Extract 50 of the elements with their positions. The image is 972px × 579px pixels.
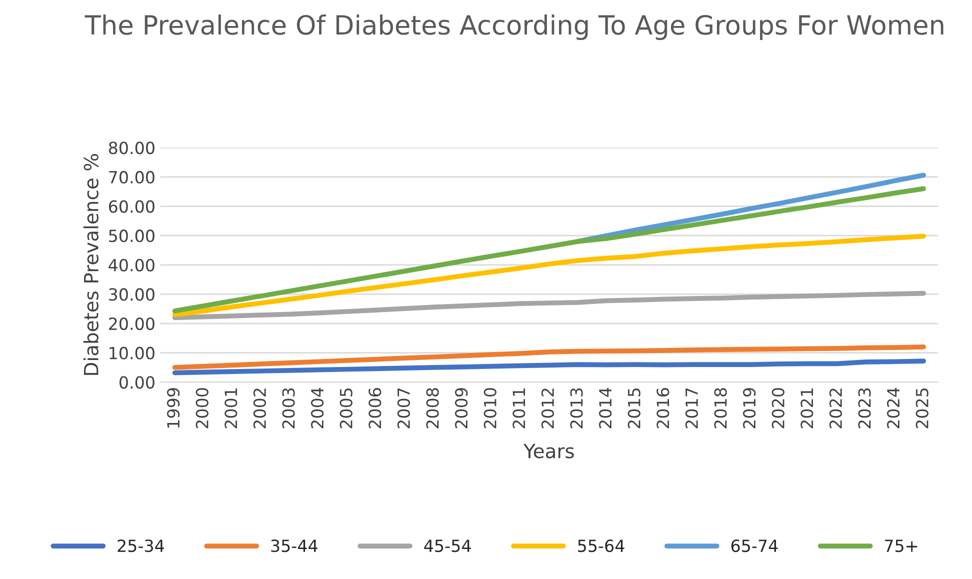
x-tick-label: 2017	[685, 388, 698, 428]
x-tick-label: 2025	[916, 388, 928, 428]
y-tick-label: 50.00	[109, 230, 154, 242]
x-tick-label: 2013	[570, 388, 583, 428]
legend-label: 25-34	[118, 539, 164, 552]
x-tick-label: 2022	[829, 388, 842, 428]
legend-label: 75+	[885, 540, 918, 552]
y-tick-label: 70.00	[109, 170, 154, 184]
x-axis-title: Years	[523, 444, 574, 458]
y-tick-label: 60.00	[108, 200, 154, 213]
x-tick-label: 2001	[224, 388, 238, 428]
x-tick-label: 2021	[800, 388, 814, 428]
chart-title: The Prevalence Of Diabetes According To Age Groups For Women	[84, 14, 944, 40]
legend-label: 65-74	[731, 539, 778, 552]
x-tick-label: 1999	[167, 388, 180, 428]
y-tick-label: 30.00	[109, 288, 154, 301]
line-series	[172, 290, 926, 320]
x-tick-label: 2004	[311, 388, 324, 428]
x-tick-label: 2007	[397, 388, 410, 428]
line-series	[172, 344, 926, 370]
y-tick-label: 0.00	[120, 376, 154, 389]
x-tick-label: 2016	[656, 388, 670, 428]
y-tick-label: 80.00	[108, 142, 154, 154]
line-series	[172, 234, 926, 318]
x-tick-label: 2018	[714, 388, 727, 428]
x-tick-label: 2011	[512, 388, 526, 428]
x-tick-label: 2003	[282, 388, 295, 428]
x-tick-label: 2008	[426, 388, 439, 428]
y-tick-label: 20.00	[109, 317, 154, 330]
x-tick-label: 2006	[368, 388, 382, 428]
x-tick-label: 2005	[340, 388, 352, 428]
x-tick-label: 2024	[887, 388, 900, 428]
x-tick-label: 2019	[743, 388, 756, 428]
x-tick-label: 2015	[628, 388, 640, 428]
line-series	[172, 358, 926, 376]
x-tick-label: 2010	[484, 388, 496, 428]
x-tick-label: 2014	[599, 388, 612, 428]
x-tick-label: 2012	[541, 388, 554, 428]
x-tick-label: 2000	[196, 388, 208, 428]
x-tick-label: 2002	[253, 388, 266, 428]
x-tick-label: 2020	[772, 388, 784, 428]
legend-label: 45-54	[424, 540, 471, 552]
y-tick-label: 40.00	[108, 258, 154, 272]
line-series	[172, 186, 926, 314]
y-axis-title: Diabetes Prevalence %	[83, 154, 98, 375]
legend-label: 35-44	[271, 539, 318, 552]
y-tick-label: 10.00	[110, 346, 154, 360]
x-tick-label: 2009	[455, 388, 468, 428]
legend-label: 55-64	[578, 539, 624, 552]
x-tick-label: 2023	[858, 388, 871, 428]
